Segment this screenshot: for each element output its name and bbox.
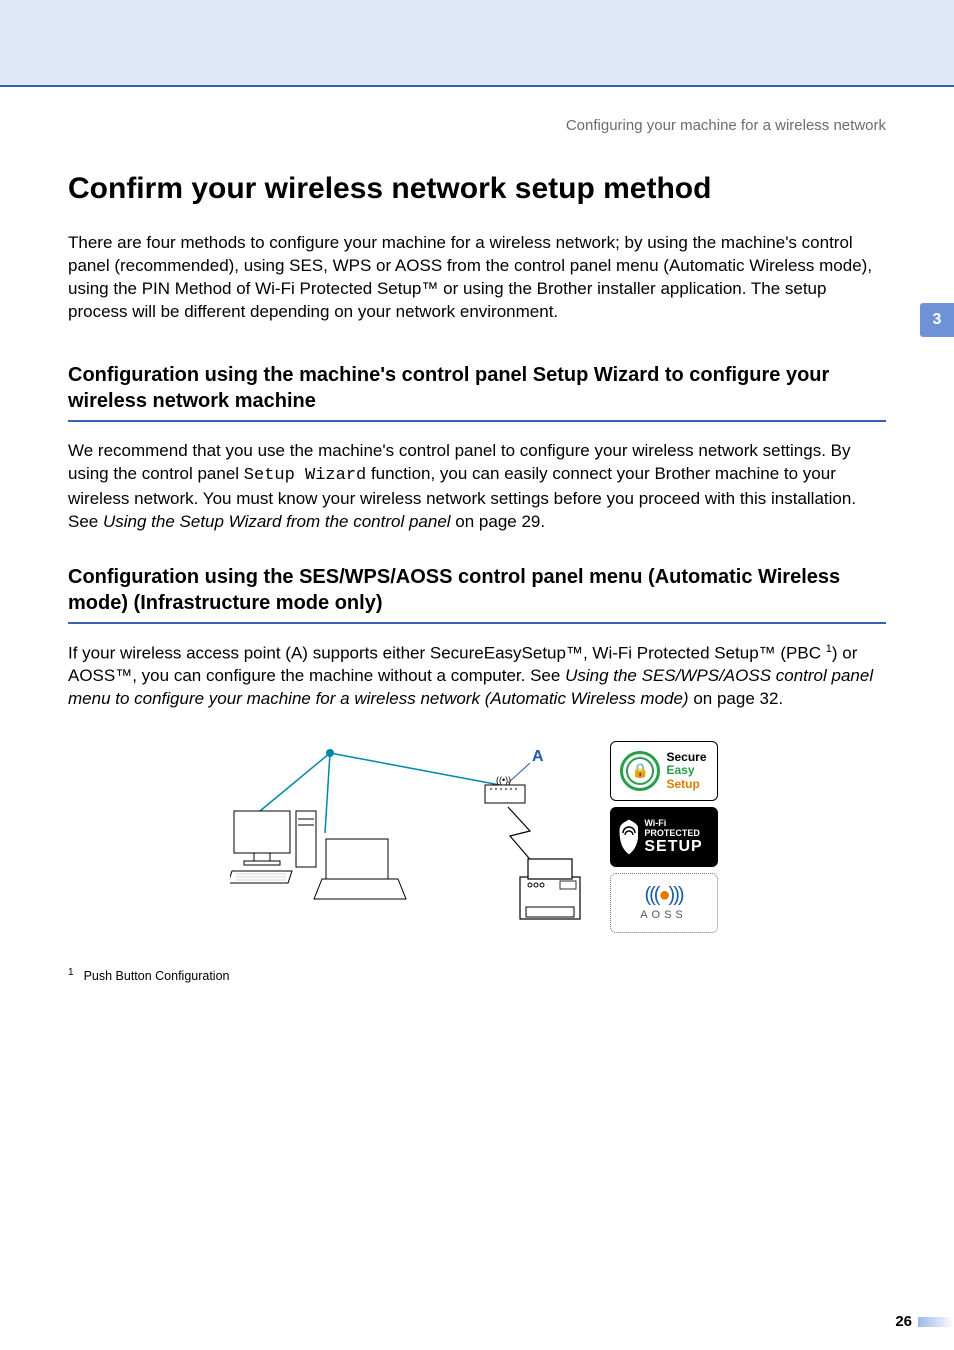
section1-text-post: on page 29.: [451, 512, 546, 531]
ses-circle-icon: 🔒: [620, 751, 660, 791]
footnote: 1 Push Button Configuration: [68, 967, 886, 983]
section2-text-post: on page 32.: [689, 689, 784, 708]
section1-title: Configuration using the machine's contro…: [68, 362, 886, 422]
aoss-logo: (((●))) AOSS: [610, 873, 718, 933]
diagram-svg: A ((•)): [230, 741, 600, 936]
aoss-rings-icon: (((●))): [644, 884, 682, 907]
ses-line2: Easy: [666, 764, 706, 777]
page-title: Confirm your wireless network setup meth…: [68, 172, 886, 206]
footnote-text: Push Button Configuration: [84, 969, 230, 983]
section1-paragraph: We recommend that you use the machine's …: [68, 440, 886, 534]
logo-column: 🔒 Secure Easy Setup Wi-Fi PROTECTED SETU…: [610, 741, 725, 939]
breadcrumb: Configuring your machine for a wireless …: [68, 117, 886, 134]
wps-big-text: SETUP: [644, 838, 712, 856]
wps-shield-icon: [615, 817, 639, 857]
section1-italic-link[interactable]: Using the Setup Wizard from the control …: [103, 512, 451, 531]
network-diagram: A ((•)): [230, 741, 600, 936]
diagram-row: A ((•)): [68, 741, 886, 939]
page-number-tick-icon: [918, 1317, 954, 1327]
top-banner: [0, 0, 954, 85]
page-number-bar: 26: [895, 1313, 954, 1330]
section2-paragraph: If your wireless access point (A) suppor…: [68, 642, 886, 711]
section2-title: Configuration using the SES/WPS/AOSS con…: [68, 564, 886, 624]
page-number: 26: [895, 1313, 912, 1330]
page-content: Configuring your machine for a wireless …: [0, 87, 954, 983]
secure-easy-setup-logo: 🔒 Secure Easy Setup: [610, 741, 718, 801]
aoss-text: AOSS: [640, 909, 687, 921]
wps-small-text: Wi-Fi PROTECTED: [644, 818, 712, 838]
wifi-protected-setup-logo: Wi-Fi PROTECTED SETUP: [610, 807, 718, 867]
section2-text-pre: If your wireless access point (A) suppor…: [68, 643, 826, 662]
diagram-label-a: A: [532, 748, 544, 765]
footnote-number: 1: [68, 967, 74, 978]
svg-text:((•)): ((•)): [496, 775, 511, 785]
ses-line3: Setup: [666, 778, 706, 791]
section1-mono: Setup Wizard: [244, 466, 366, 485]
intro-paragraph: There are four methods to configure your…: [68, 232, 886, 324]
